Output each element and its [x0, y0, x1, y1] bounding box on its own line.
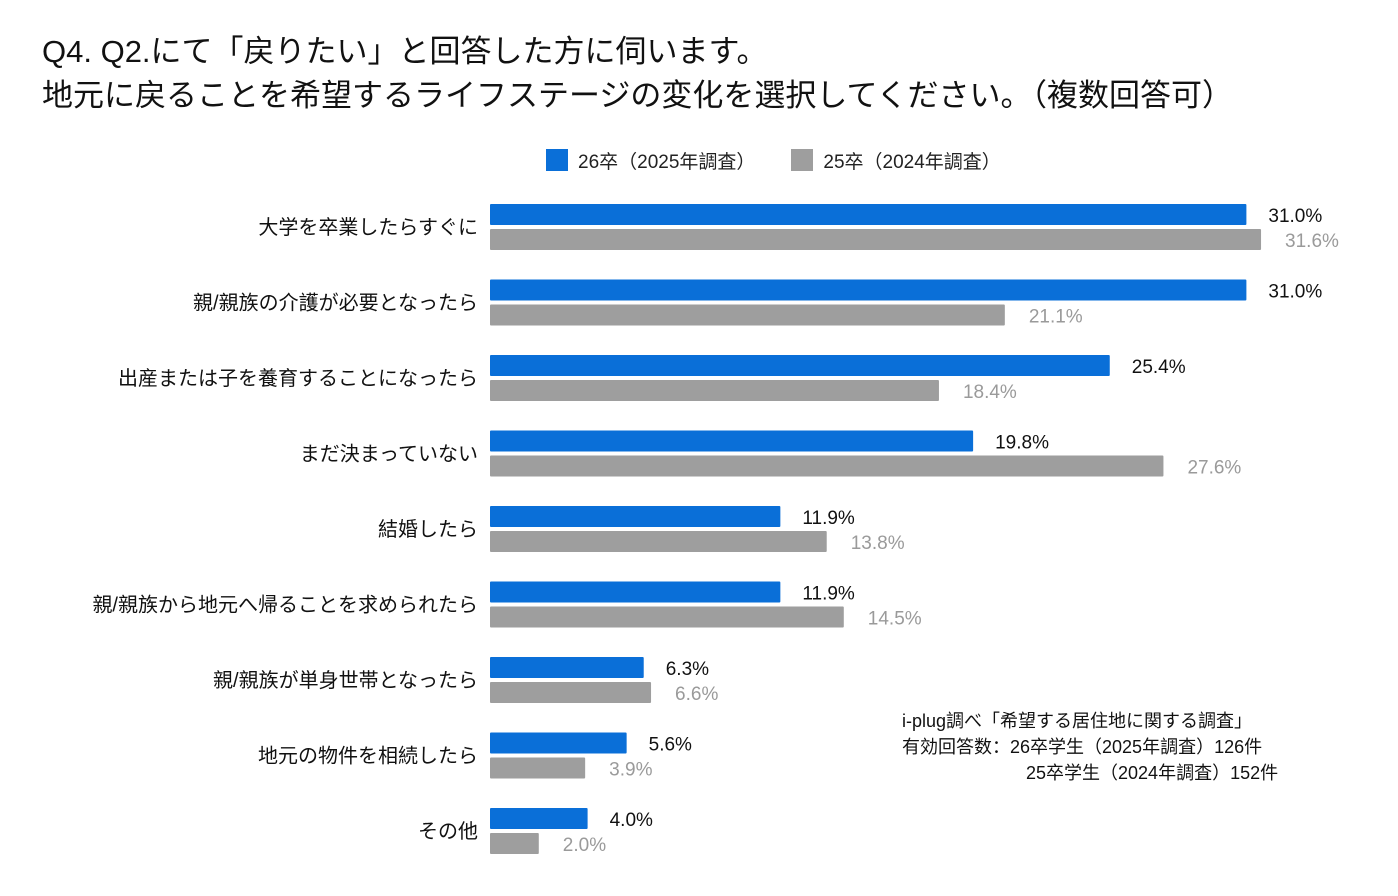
bar-2025: [490, 430, 974, 452]
data-label-2024: 13.8%: [851, 533, 905, 554]
data-label-2024: 27.6%: [1187, 458, 1241, 479]
category-label: 地元の物件を相続したら: [258, 745, 478, 768]
bar-2025: [490, 808, 588, 829]
legend-swatch-2024: [791, 149, 814, 171]
category-label: 出産または子を養育することになったら: [118, 367, 478, 390]
bar-2025: [490, 355, 1110, 376]
data-label-2025: 31.0%: [1268, 206, 1322, 227]
data-label-2025: 4.0%: [610, 810, 653, 831]
bar-2024: [490, 380, 939, 401]
bar-2025: [490, 657, 644, 678]
data-label-2025: 25.4%: [1132, 357, 1186, 378]
data-label-2025: 6.3%: [666, 659, 709, 680]
bar-2024: [490, 531, 827, 552]
category-label: 親/親族が単身世帯となったら: [213, 669, 478, 692]
data-label-2024: 3.9%: [609, 760, 652, 781]
data-label-2025: 11.9%: [802, 584, 855, 605]
category-label: 親/親族の介護が必要となったら: [193, 292, 478, 315]
bar-2025: [490, 279, 1247, 301]
category-label: 親/親族から地元へ帰ることを求められたら: [92, 594, 478, 617]
bar-2024: [490, 682, 652, 703]
source-note: i-plug調べ「希望する居住地に関する調査」 有効回答数：26卒学生（2025…: [902, 708, 1278, 786]
data-label-2025: 5.6%: [649, 735, 692, 756]
data-label-2024: 14.5%: [868, 609, 922, 630]
bar-2025: [490, 581, 781, 603]
bar-2024: [490, 833, 539, 854]
data-label-2024: 6.6%: [675, 684, 718, 705]
bar-2024: [490, 757, 586, 779]
bar-2025: [490, 506, 781, 527]
legend: 26卒（2025年調査） 25卒（2024年調査）: [546, 146, 1037, 174]
source-note-line-3: 25卒学生（2024年調査）152件: [1026, 763, 1279, 783]
legend-swatch-2025: [546, 149, 568, 171]
data-label-2025: 31.0%: [1268, 282, 1322, 303]
category-label: その他: [418, 820, 478, 843]
bar-2025: [490, 732, 627, 754]
data-label-2024: 21.1%: [1029, 307, 1083, 328]
legend-item-2025: 26卒（2025年調査）: [546, 147, 755, 174]
data-label-2024: 31.6%: [1285, 231, 1339, 252]
title-line-1: Q4. Q2.にて「戻りたい」と回答した方に伺います。: [42, 34, 768, 69]
category-label: 結婚したら: [378, 518, 478, 541]
legend-label-2025: 26卒（2025年調査）: [578, 151, 756, 173]
bar-2024: [490, 606, 844, 628]
category-label: まだ決まっていない: [300, 443, 478, 466]
title-line-2: 地元に戻ることを希望するライフステージの変化を選択してください。（複数回答可）: [42, 78, 1234, 113]
data-label-2025: 19.8%: [995, 433, 1049, 454]
bar-2024: [490, 229, 1262, 250]
category-label: 大学を卒業したらすぐに: [258, 216, 478, 239]
bar-2024: [490, 304, 1005, 326]
legend-label-2024: 25卒（2024年調査）: [823, 151, 1001, 173]
source-note-line-2: 有効回答数：26卒学生（2025年調査）126件: [902, 737, 1263, 757]
data-label-2024: 18.4%: [963, 382, 1017, 403]
chart-title: Q4. Q2.にて「戻りたい」と回答した方に伺います。 地元に戻ることを希望する…: [42, 30, 1382, 118]
bar-2025: [490, 204, 1247, 225]
source-note-line-1: i-plug調べ「希望する居住地に関する調査」: [902, 711, 1253, 731]
data-label-2024: 2.0%: [563, 835, 606, 856]
bar-2024: [490, 455, 1164, 477]
legend-item-2024: 25卒（2024年調査）: [791, 147, 1001, 174]
data-label-2025: 11.9%: [802, 508, 855, 529]
